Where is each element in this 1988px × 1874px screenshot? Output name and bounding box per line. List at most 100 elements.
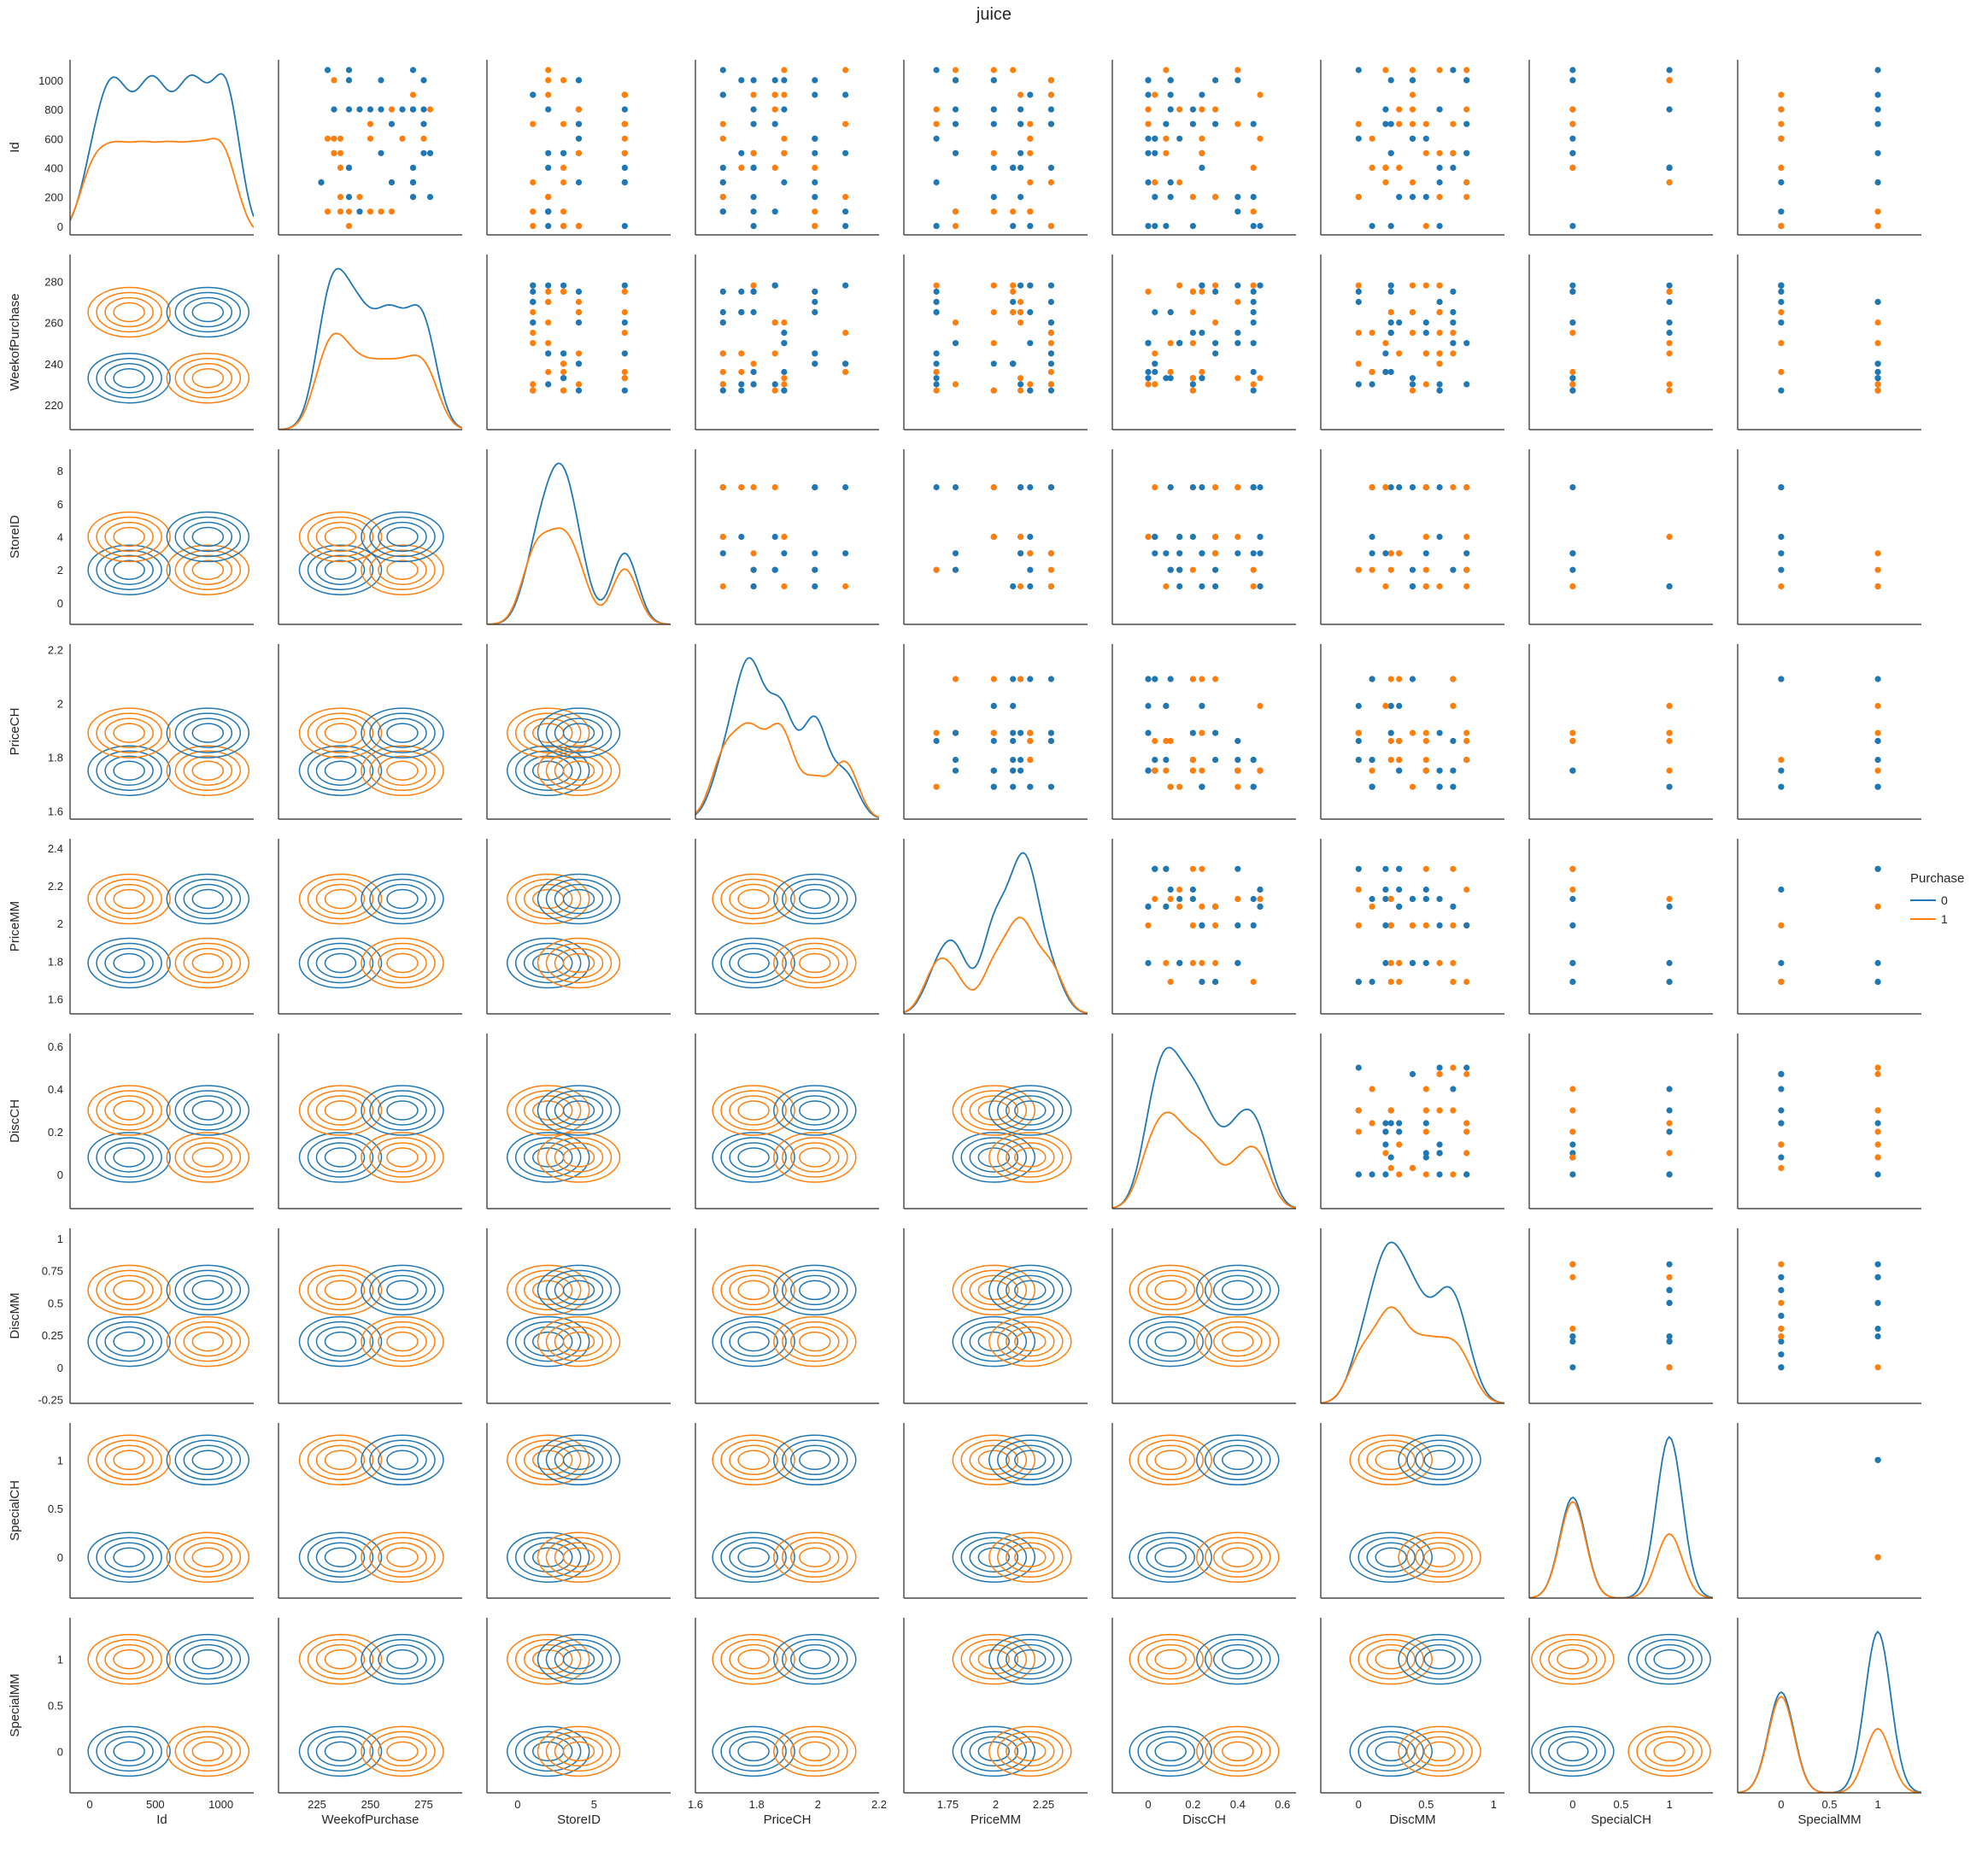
scatter-point bbox=[1355, 865, 1362, 872]
scatter-point bbox=[1422, 566, 1429, 573]
kde-contour bbox=[315, 883, 366, 915]
kde-contour bbox=[96, 549, 162, 590]
scatter-point bbox=[952, 106, 959, 113]
scatter-point bbox=[1027, 533, 1034, 541]
y-tick-label: 0.75 bbox=[42, 1265, 63, 1278]
scatter-point bbox=[1450, 676, 1457, 682]
legend-item-1: 1 bbox=[1910, 910, 1987, 928]
kde-contour bbox=[378, 1736, 427, 1767]
kde-contour bbox=[1137, 1731, 1204, 1772]
scatter-point bbox=[575, 308, 583, 316]
kde-contour bbox=[523, 1274, 573, 1306]
kde-contour bbox=[1137, 1537, 1204, 1578]
scatter-point bbox=[1666, 1086, 1673, 1092]
scatter-point bbox=[1250, 381, 1257, 388]
scatter-point bbox=[1017, 757, 1024, 764]
kde-contour bbox=[712, 1315, 795, 1367]
kde-contour bbox=[506, 1633, 590, 1685]
kde-contour bbox=[997, 1638, 1064, 1680]
kde-contour bbox=[307, 1638, 374, 1680]
scatter-point bbox=[738, 77, 745, 84]
scatter-point bbox=[1463, 533, 1470, 541]
scatter-point bbox=[1387, 149, 1394, 156]
x-tick-label: 0 bbox=[1778, 1798, 1784, 1811]
scatter-point bbox=[409, 164, 417, 171]
scatter-point bbox=[990, 120, 997, 127]
scatter-point bbox=[750, 223, 757, 230]
kde-contour bbox=[554, 1326, 604, 1357]
scatter-point bbox=[1409, 91, 1416, 98]
scatter-point bbox=[719, 194, 726, 201]
scatter-point bbox=[1176, 583, 1183, 590]
kde-contour bbox=[315, 1542, 366, 1572]
panel-body bbox=[530, 282, 628, 394]
scatter-point bbox=[750, 288, 757, 295]
scatter-point bbox=[1189, 676, 1196, 682]
scatter-point bbox=[1778, 1086, 1785, 1092]
panel-body bbox=[952, 1264, 1072, 1367]
kde-contour bbox=[113, 1449, 145, 1471]
scatter-point bbox=[1010, 676, 1017, 682]
scatter-point bbox=[1047, 566, 1054, 573]
panel-body bbox=[87, 1434, 250, 1583]
scatter-point bbox=[812, 77, 818, 84]
scatter-point bbox=[1463, 1150, 1470, 1157]
scatter-point bbox=[1569, 566, 1576, 573]
kde-contour bbox=[729, 1095, 778, 1126]
kde-contour bbox=[1645, 1736, 1694, 1767]
scatter-point bbox=[1387, 1154, 1394, 1161]
scatter-point bbox=[1027, 676, 1034, 682]
scatter-point bbox=[621, 375, 628, 382]
kde-contour bbox=[1213, 1736, 1263, 1767]
scatter-point bbox=[1450, 959, 1457, 967]
kde-contour bbox=[952, 1633, 1036, 1685]
scatter-point bbox=[1450, 1107, 1457, 1114]
scatter-point bbox=[1463, 550, 1470, 557]
panel-body bbox=[506, 1434, 621, 1583]
scatter-point bbox=[1874, 375, 1881, 382]
scatter-point bbox=[1010, 282, 1017, 289]
scatter-point bbox=[1422, 1150, 1429, 1157]
panel-body bbox=[1349, 1633, 1481, 1777]
panel-body bbox=[1355, 676, 1470, 790]
scatter-point bbox=[1250, 298, 1257, 306]
scatter-point bbox=[1369, 676, 1375, 682]
kde-contour bbox=[737, 1147, 770, 1168]
scatter-point bbox=[1463, 729, 1470, 736]
kde-contour bbox=[1636, 1731, 1703, 1772]
kde-contour bbox=[87, 1633, 171, 1685]
scatter-point bbox=[1010, 223, 1017, 230]
kde-contour bbox=[1415, 1643, 1464, 1675]
kde-contour bbox=[87, 511, 171, 563]
kde-contour bbox=[1423, 1547, 1456, 1567]
scatter-point bbox=[1436, 1070, 1443, 1078]
scatter-point bbox=[1355, 194, 1362, 201]
panel-PriceCH-vs-SpecialCH bbox=[1528, 644, 1713, 820]
panel-body bbox=[1569, 67, 1673, 230]
scatter-point bbox=[621, 91, 628, 98]
y-tick-label: 0.5 bbox=[48, 1297, 63, 1309]
scatter-point bbox=[1569, 865, 1576, 872]
kde-contour bbox=[1423, 1449, 1456, 1471]
panel-body bbox=[279, 267, 462, 430]
scatter-point bbox=[1212, 676, 1219, 682]
scatter-point bbox=[1017, 282, 1024, 289]
kde-curve-0 bbox=[1321, 1241, 1504, 1403]
panel-body bbox=[87, 286, 250, 404]
scatter-point bbox=[1874, 1364, 1881, 1371]
x-tick-label: 0 bbox=[1569, 1798, 1575, 1811]
kde-contour bbox=[545, 1137, 613, 1178]
scatter-point bbox=[1436, 959, 1443, 967]
scatter-point bbox=[1199, 903, 1205, 910]
kde-contour bbox=[369, 750, 436, 791]
panel-body bbox=[1778, 865, 1881, 986]
scatter-point bbox=[1666, 1333, 1673, 1340]
kde-contour bbox=[361, 511, 444, 563]
kde-contour bbox=[96, 516, 162, 558]
scatter-point bbox=[1778, 1164, 1785, 1172]
y-tick-label: 0.2 bbox=[48, 1126, 63, 1139]
kde-contour bbox=[952, 1264, 1036, 1316]
kde-contour bbox=[554, 1142, 604, 1173]
kde-contour bbox=[1154, 1741, 1187, 1762]
scatter-point bbox=[545, 350, 552, 357]
